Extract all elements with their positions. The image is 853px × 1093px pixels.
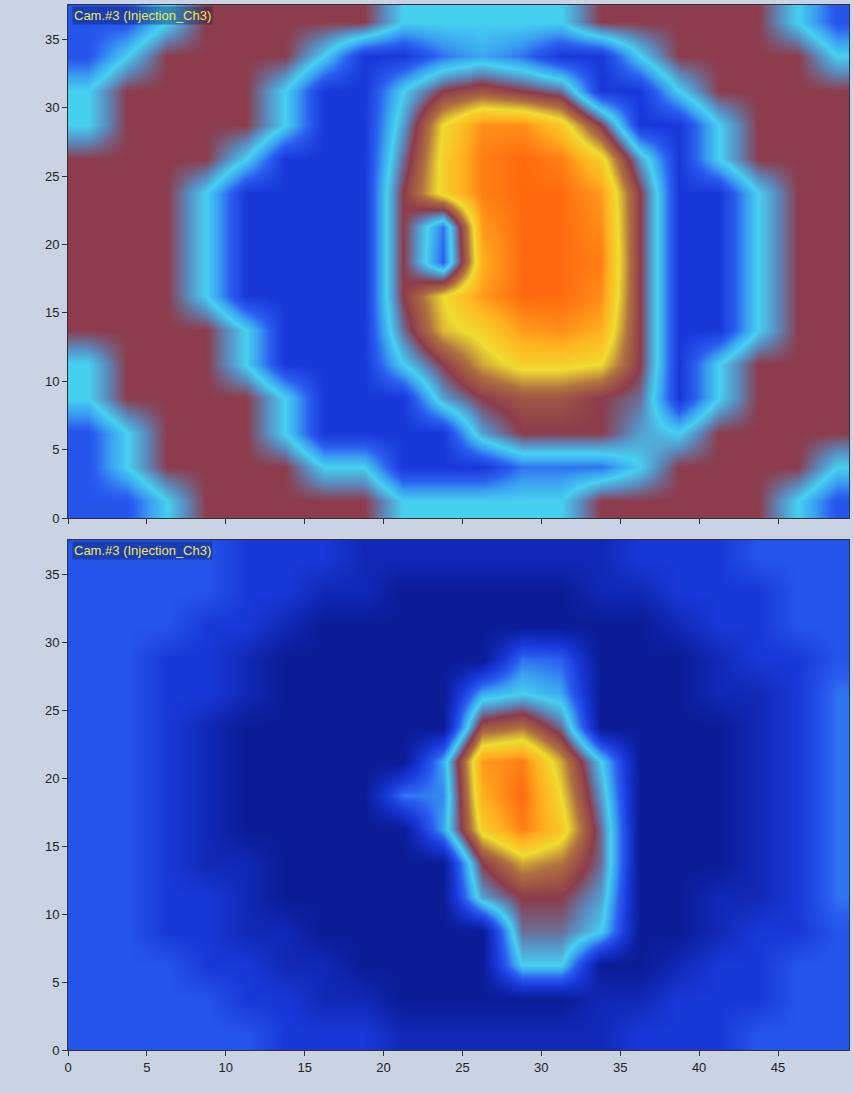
svg-text:15: 15: [45, 839, 59, 854]
svg-text:5: 5: [143, 1060, 150, 1075]
svg-text:0: 0: [52, 1043, 59, 1058]
svg-text:35: 35: [613, 1060, 627, 1075]
svg-text:25: 25: [45, 169, 59, 184]
svg-text:0: 0: [64, 1060, 71, 1075]
svg-text:20: 20: [45, 237, 59, 252]
svg-text:25: 25: [455, 1060, 469, 1075]
svg-text:Cam.#3 (Injection_Ch3): Cam.#3 (Injection_Ch3): [74, 8, 211, 23]
svg-text:Cam.#3 (Injection_Ch3): Cam.#3 (Injection_Ch3): [74, 543, 211, 558]
svg-text:5: 5: [52, 442, 59, 457]
svg-text:10: 10: [45, 374, 59, 389]
svg-text:20: 20: [45, 771, 59, 786]
svg-text:40: 40: [692, 1060, 706, 1075]
svg-text:25: 25: [45, 703, 59, 718]
svg-text:45: 45: [771, 1060, 785, 1075]
svg-text:30: 30: [45, 635, 59, 650]
svg-text:15: 15: [45, 305, 59, 320]
svg-text:0: 0: [52, 511, 59, 526]
svg-text:15: 15: [297, 1060, 311, 1075]
svg-text:30: 30: [45, 100, 59, 115]
svg-text:35: 35: [45, 567, 59, 582]
svg-text:20: 20: [376, 1060, 390, 1075]
svg-text:10: 10: [219, 1060, 233, 1075]
svg-text:35: 35: [45, 32, 59, 47]
svg-text:5: 5: [52, 975, 59, 990]
svg-text:10: 10: [45, 907, 59, 922]
svg-text:30: 30: [534, 1060, 548, 1075]
